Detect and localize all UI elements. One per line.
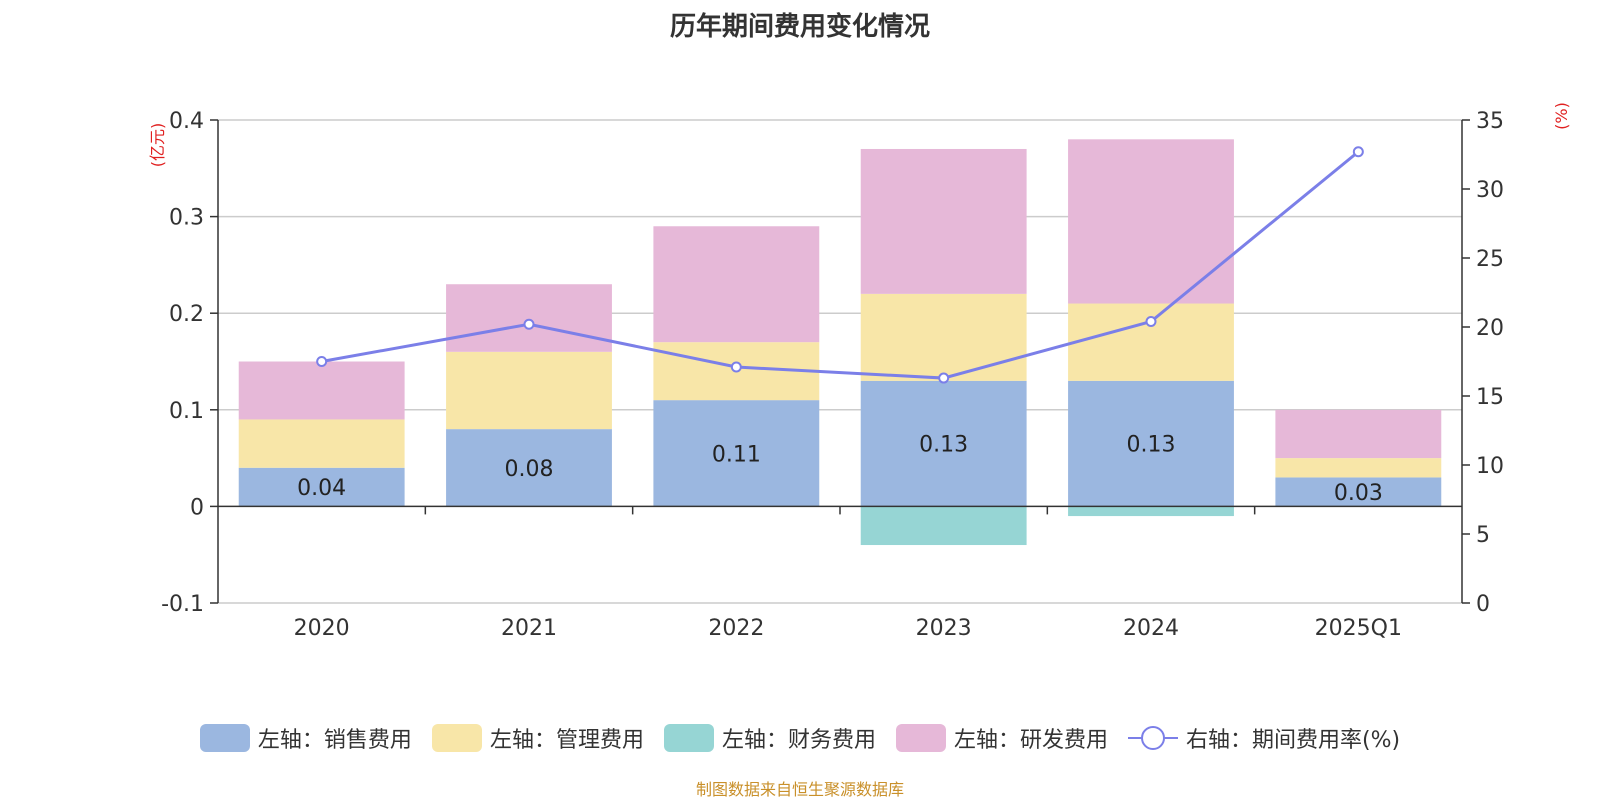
right-tick-label: 25	[1476, 247, 1504, 272]
legend-label-rate: 右轴：期间费用率(%)	[1185, 728, 1401, 753]
bar-finance	[860, 506, 1027, 546]
right-tick-label: 35	[1476, 109, 1504, 134]
legend-label-rd: 左轴：研发费用	[953, 728, 1108, 753]
right-tick-label: 30	[1476, 178, 1504, 203]
legend-label-sales: 左轴：销售费用	[257, 728, 412, 753]
bar-sales	[1068, 380, 1234, 507]
bar-admin	[238, 419, 405, 468]
left-tick-label: 0.1	[169, 399, 204, 424]
legend-swatch-rd	[895, 724, 946, 752]
bar-sales	[860, 380, 1027, 507]
data-source: 制图数据来自恒生聚源数据库	[695, 780, 904, 799]
legend-item-admin[interactable]: 左轴：管理费用	[431, 722, 644, 754]
legend-swatch-admin	[431, 724, 482, 752]
category-label: 2025Q1	[1315, 616, 1402, 641]
category-label: 2024	[1123, 616, 1179, 641]
left-tick-label: 0.4	[169, 109, 204, 134]
bar-admin	[446, 351, 612, 430]
rate-point	[730, 361, 742, 373]
left-axis-unit: (亿元)	[148, 123, 167, 168]
left-tick-label: 0	[190, 495, 204, 520]
rate-point	[938, 372, 950, 384]
data-label-sales: 0.13	[1127, 433, 1176, 458]
rate-point	[523, 318, 535, 330]
category-label: 2020	[294, 616, 350, 641]
rate-point	[316, 356, 328, 367]
data-label-sales: 0.08	[505, 457, 554, 482]
category-label: 2021	[501, 616, 557, 641]
legend-item-rate[interactable]: 右轴：期间费用率(%)	[1127, 722, 1401, 754]
bar-rd	[238, 361, 405, 420]
bar-sales	[446, 429, 612, 507]
rate-point	[1352, 146, 1364, 158]
data-label-sales: 0.04	[297, 476, 346, 501]
chart: -0.1 0 0.1 0.2 0.3 0.4 0 5 10 15 20 25 30 35 (亿元) (%) 20…	[148, 102, 1571, 641]
legend: 左轴：销售费用 左轴：管理费用 左轴：财务费用 左轴：研发费用 右轴：期间费用率…	[0, 722, 1600, 754]
bar-rd	[1068, 139, 1234, 304]
bar-rd	[860, 148, 1027, 294]
left-tick-label: -0.1	[161, 592, 204, 617]
data-label-sales: 0.11	[712, 442, 761, 467]
bar-rd	[446, 284, 612, 352]
legend-label-admin: 左轴：管理费用	[489, 728, 644, 753]
chart-title: 历年期间费用变化情况	[669, 12, 930, 42]
legend-swatch-finance	[663, 724, 714, 752]
data-label-sales: 0.03	[1334, 481, 1383, 506]
right-tick-label: 0	[1476, 592, 1490, 617]
bar-sales	[653, 400, 820, 507]
category-label: 2023	[916, 616, 972, 641]
legend-item-finance[interactable]: 左轴：财务费用	[663, 722, 876, 754]
legend-label-finance: 左轴：财务费用	[721, 728, 876, 753]
bar-sales	[238, 467, 405, 507]
rate-point	[1145, 315, 1157, 327]
legend-item-sales[interactable]: 左轴：销售费用	[199, 722, 412, 754]
legend-swatch-sales	[199, 724, 250, 752]
legend-line-icon	[1127, 724, 1178, 752]
rate-line	[321, 150, 1360, 380]
bar-sales	[1275, 477, 1442, 507]
right-tick-label: 10	[1476, 454, 1504, 479]
bar-admin	[1275, 458, 1442, 478]
bar-admin	[1068, 303, 1234, 381]
right-tick-label: 15	[1476, 385, 1504, 410]
bar-rd	[653, 226, 820, 343]
category-label: 2022	[708, 616, 764, 641]
legend-item-rd[interactable]: 左轴：研发费用	[895, 722, 1108, 754]
right-tick-label: 20	[1476, 316, 1504, 341]
right-tick-label: 5	[1476, 523, 1490, 548]
bar-admin	[860, 293, 1027, 381]
data-label-sales: 0.13	[919, 433, 968, 458]
left-tick-label: 0.2	[169, 302, 204, 327]
left-tick-label: 0.3	[169, 206, 204, 231]
right-axis-unit: (%)	[1552, 102, 1571, 130]
bar-finance	[1068, 506, 1234, 517]
bar-rd	[1275, 409, 1442, 459]
